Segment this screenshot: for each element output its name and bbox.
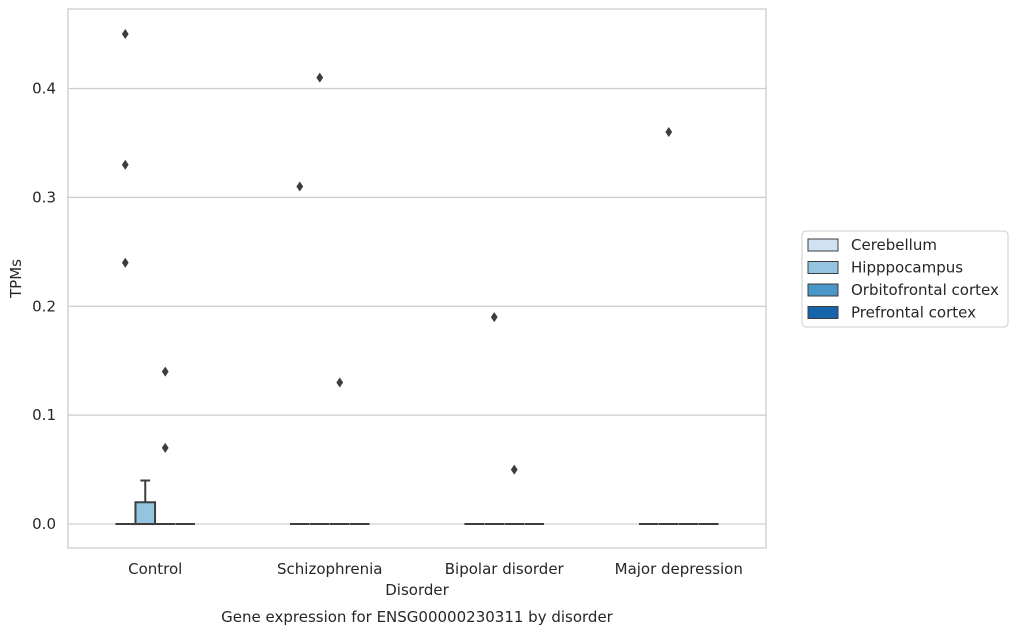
box-group — [115, 29, 136, 526]
x-tick-label: Bipolar disorder — [445, 560, 565, 578]
legend-box — [801, 230, 1009, 328]
box-group — [289, 181, 310, 526]
x-tick-label: Schizophrenia — [277, 560, 382, 578]
y-tick-label: 0.4 — [32, 79, 56, 97]
box-group — [484, 312, 505, 526]
outlier-point — [336, 377, 344, 388]
legend-label: Orbitofrontal cortex — [851, 281, 999, 299]
legend-label: Prefrontal cortex — [851, 304, 976, 322]
box-group — [329, 377, 350, 526]
outlier-point — [510, 464, 518, 475]
x-axis-label: Disorder — [385, 581, 449, 599]
legend-item: Orbitofrontal cortex — [807, 281, 999, 299]
legend-swatch — [807, 306, 839, 319]
y-axis-label: TPMs — [7, 259, 25, 299]
outlier-point — [121, 257, 129, 268]
box-group — [134, 479, 157, 526]
y-tick-label: 0.2 — [32, 297, 56, 315]
legend-label: Hipppocampus — [851, 259, 963, 277]
outlier-point — [161, 366, 169, 377]
box-group — [309, 72, 330, 526]
y-tick-label: 0.3 — [32, 188, 56, 206]
outlier-point — [121, 29, 129, 40]
legend-item: Prefrontal cortex — [807, 304, 976, 322]
x-ticks: Control Schizophrenia Bipolar disorder Majo… — [128, 560, 743, 578]
legend: Cerebellum Hipppocampus Orbitofrontal cort… — [801, 230, 1009, 328]
plot-frame — [67, 8, 767, 549]
legend-item: Hipppocampus — [807, 259, 963, 277]
legend-label: Cerebellum — [851, 236, 937, 254]
legend-swatch — [807, 238, 839, 252]
boxes — [115, 29, 719, 526]
y-ticks: 0.0 0.1 0.2 0.3 0.4 — [32, 79, 56, 533]
box — [134, 501, 157, 526]
y-tick-label: 0.0 — [32, 515, 56, 533]
outlier-point — [296, 181, 304, 192]
outlier-point — [490, 312, 498, 323]
x-tick-label: Control — [128, 560, 182, 578]
outlier-point — [665, 127, 673, 138]
legend-swatch — [807, 283, 839, 297]
box-group — [155, 366, 176, 526]
chart-caption: Gene expression for ENSG00000230311 by d… — [221, 608, 614, 626]
outlier-point — [316, 72, 324, 83]
outlier-point — [161, 442, 169, 453]
box-group — [658, 127, 679, 526]
legend-swatch — [807, 261, 839, 274]
box-group — [504, 464, 525, 526]
outlier-point — [121, 159, 129, 170]
legend-item: Cerebellum — [807, 236, 937, 254]
x-tick-label: Major depression — [615, 560, 743, 578]
y-tick-label: 0.1 — [32, 406, 56, 424]
